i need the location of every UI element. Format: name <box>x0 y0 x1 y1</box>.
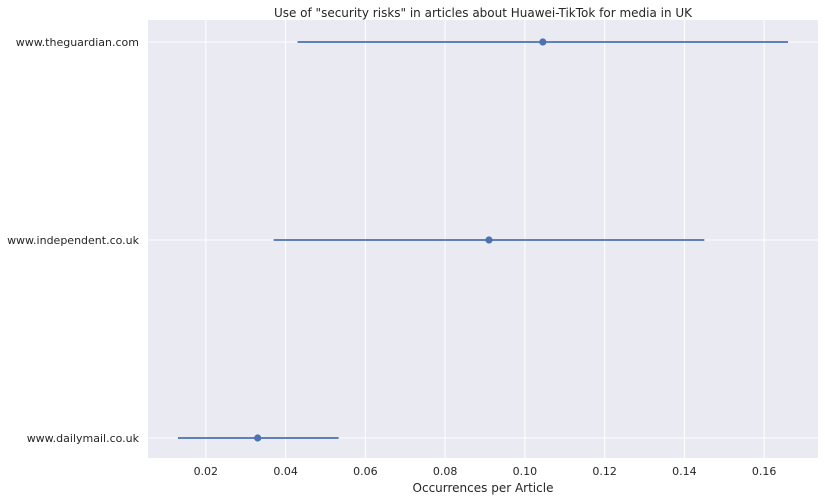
data-point <box>254 434 262 442</box>
x-tick-label: 0.08 <box>433 465 458 478</box>
data-point <box>539 38 547 46</box>
data-point <box>485 236 493 244</box>
x-tick-label: 0.14 <box>672 465 697 478</box>
plot-area <box>148 20 818 458</box>
chart-title: Use of "security risks" in articles abou… <box>274 6 693 20</box>
x-tick-label: 0.10 <box>513 465 538 478</box>
x-axis-label: Occurrences per Article <box>413 481 554 495</box>
x-tick-label: 0.16 <box>752 465 777 478</box>
x-tick-label: 0.06 <box>353 465 378 478</box>
data-layer <box>177 38 789 442</box>
y-tick-label: www.independent.co.uk <box>7 234 140 247</box>
y-tick-label: www.theguardian.com <box>16 36 139 49</box>
y-tick-labels: www.theguardian.com www.independent.co.uk… <box>7 36 140 445</box>
x-tick-label: 0.02 <box>194 465 219 478</box>
x-tick-labels: 0.02 0.04 0.06 0.08 0.10 0.12 0.14 0.16 <box>194 465 777 478</box>
y-tick-label: www.dailymail.co.uk <box>27 432 140 445</box>
x-tick-label: 0.04 <box>273 465 298 478</box>
x-tick-label: 0.12 <box>592 465 617 478</box>
